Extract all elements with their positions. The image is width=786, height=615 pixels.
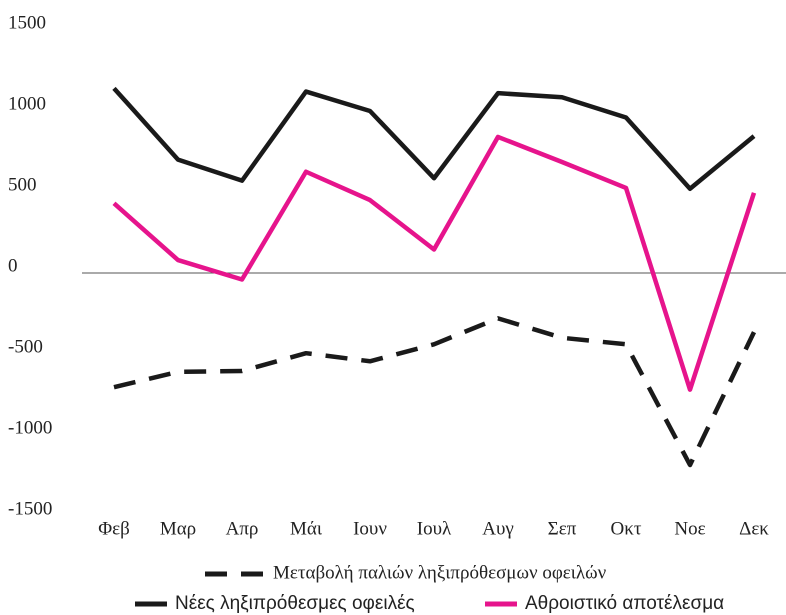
x-tick-label: Νοε [674,518,705,539]
y-tick-label: 0 [8,255,18,276]
x-tick-label: Φεβ [98,518,130,539]
y-tick-label: 500 [8,174,37,195]
x-tick-label: Ιουν [353,518,387,539]
y-tick-label: -500 [8,336,43,357]
line-series [112,134,757,392]
y-tick-label: 1500 [8,12,46,33]
x-tick-label: Μαρ [160,518,196,539]
x-tick-label: Οκτ [611,518,642,539]
x-tick-label: Απρ [226,518,259,539]
x-tick-label: Σεπ [548,518,577,539]
line-series [113,316,757,468]
legend-label: Αθροιστικό αποτέλεσμα [525,593,724,614]
x-tick-label: Μάι [290,518,323,539]
y-tick-label: -1000 [8,417,52,438]
legend-label: Μεταβολή παλιών ληξιπρόθεσμων οφειλών [273,562,607,583]
y-tick-label: -1500 [8,498,52,519]
line-series [112,86,756,192]
legend-label: Νέες ληξιπρόθεσμες οφειλές [175,593,415,614]
x-tick-label: Ιουλ [417,518,452,539]
x-tick-label: Δεκ [739,518,769,539]
y-tick-label: 1000 [8,93,46,114]
x-tick-label: Αυγ [482,518,514,539]
